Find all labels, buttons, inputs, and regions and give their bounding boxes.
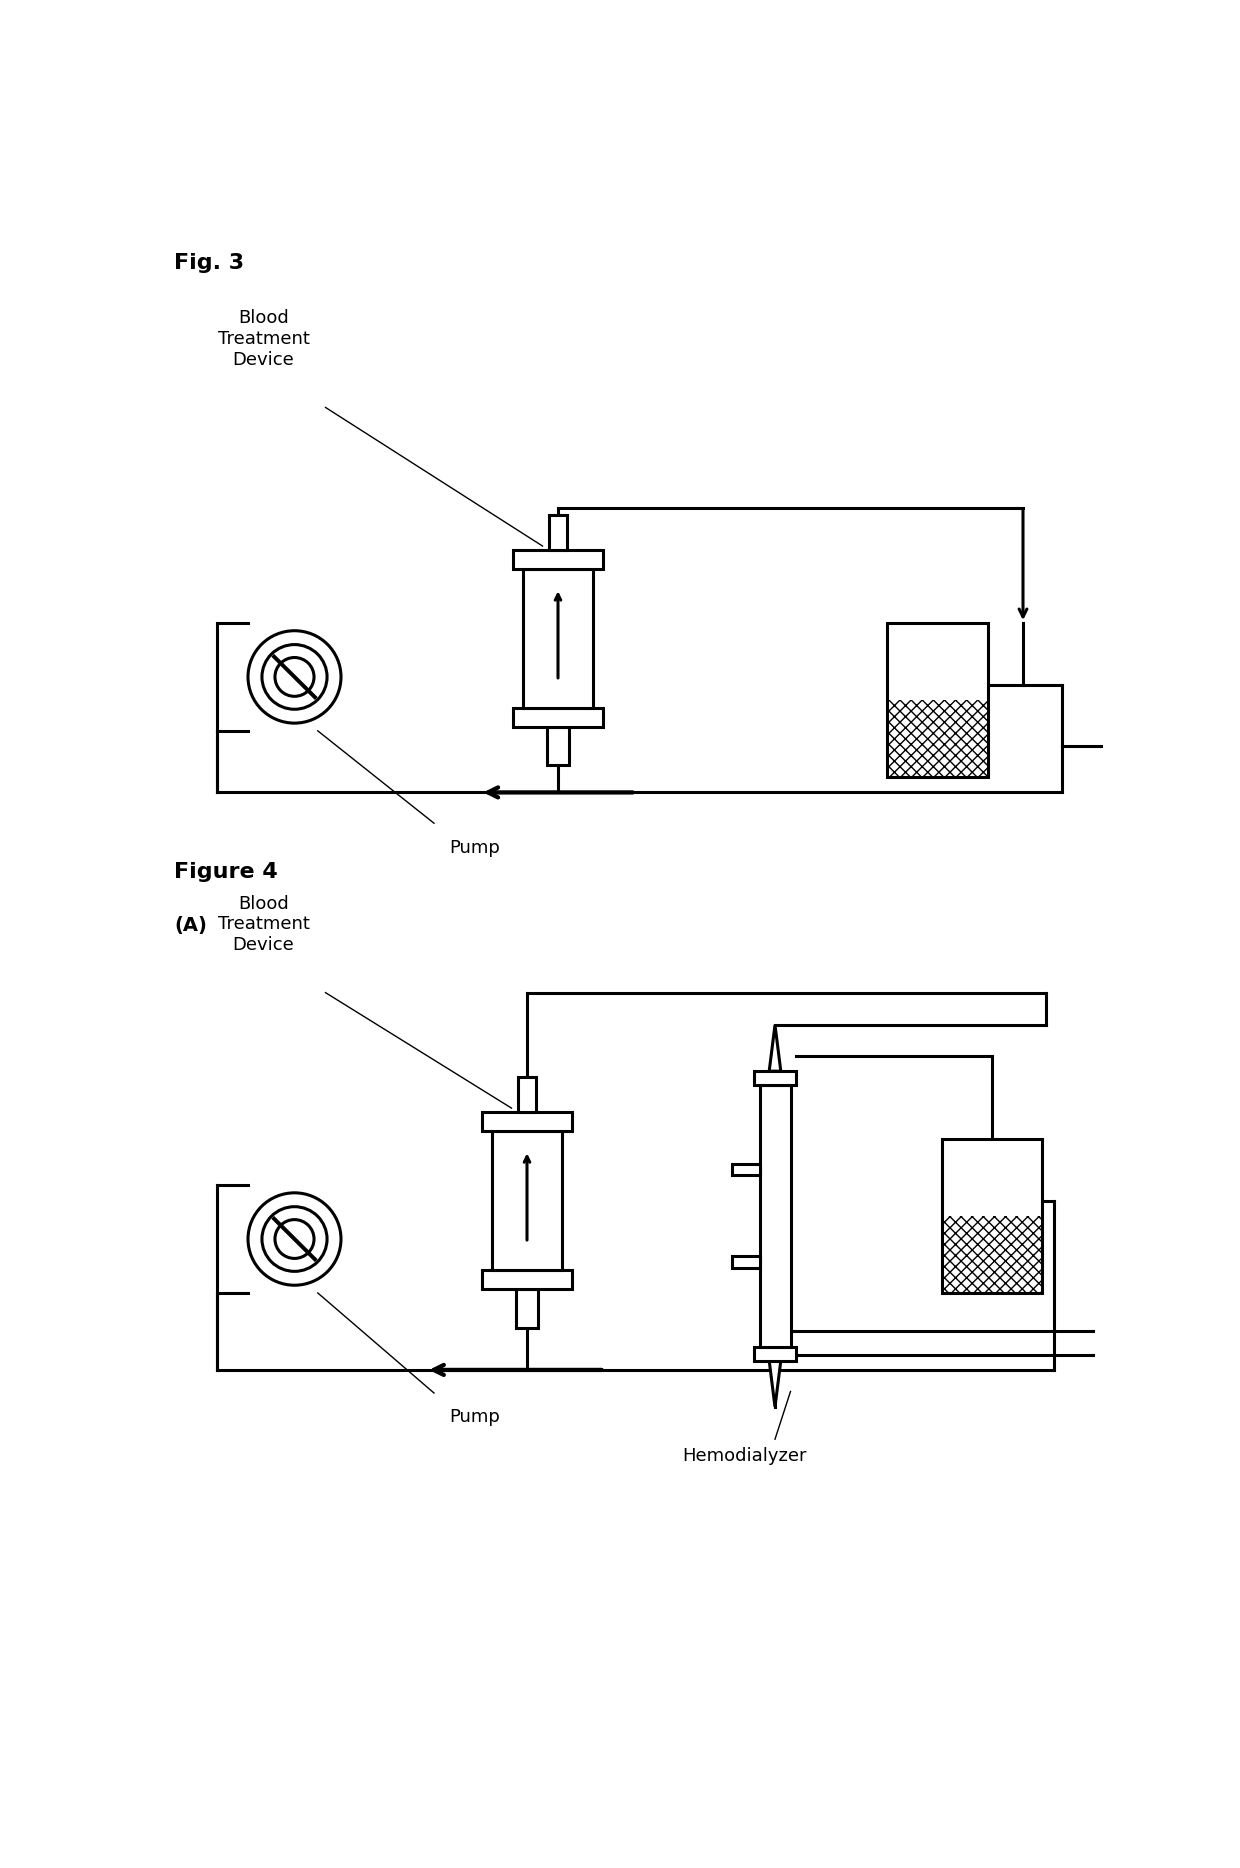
Bar	[518, 1078, 536, 1111]
Bar	[482, 1270, 572, 1289]
Bar	[759, 1085, 791, 1347]
Bar	[516, 1289, 538, 1328]
Text: Pump: Pump	[449, 1408, 501, 1427]
Bar	[733, 1257, 759, 1268]
Polygon shape	[769, 1360, 781, 1407]
Bar	[941, 1139, 1043, 1293]
Polygon shape	[769, 1026, 781, 1070]
Bar	[482, 1111, 572, 1132]
Circle shape	[248, 1194, 341, 1285]
Bar	[754, 1347, 796, 1360]
Bar	[941, 1216, 1043, 1293]
Bar	[888, 624, 988, 777]
Text: Hemodialyzer: Hemodialyzer	[682, 1448, 806, 1465]
Text: Blood
Treatment
Device: Blood Treatment Device	[217, 895, 310, 955]
Circle shape	[262, 644, 327, 710]
Bar	[513, 708, 603, 727]
Text: Fig. 3: Fig. 3	[175, 254, 244, 273]
Circle shape	[275, 1220, 314, 1259]
Bar	[941, 1139, 1043, 1216]
Circle shape	[262, 1207, 327, 1272]
Bar	[733, 1164, 759, 1175]
Bar	[547, 727, 569, 766]
Bar	[513, 549, 603, 570]
Circle shape	[248, 631, 341, 723]
Bar	[523, 570, 593, 708]
Text: (A): (A)	[175, 915, 207, 934]
Text: Figure 4: Figure 4	[175, 861, 278, 882]
Bar	[888, 700, 988, 777]
Text: Pump: Pump	[449, 839, 501, 857]
Circle shape	[275, 658, 314, 697]
Text: Blood
Treatment
Device: Blood Treatment Device	[217, 310, 310, 368]
Bar	[549, 516, 567, 549]
Bar	[888, 624, 988, 700]
Bar	[754, 1070, 796, 1085]
Bar	[492, 1132, 562, 1270]
